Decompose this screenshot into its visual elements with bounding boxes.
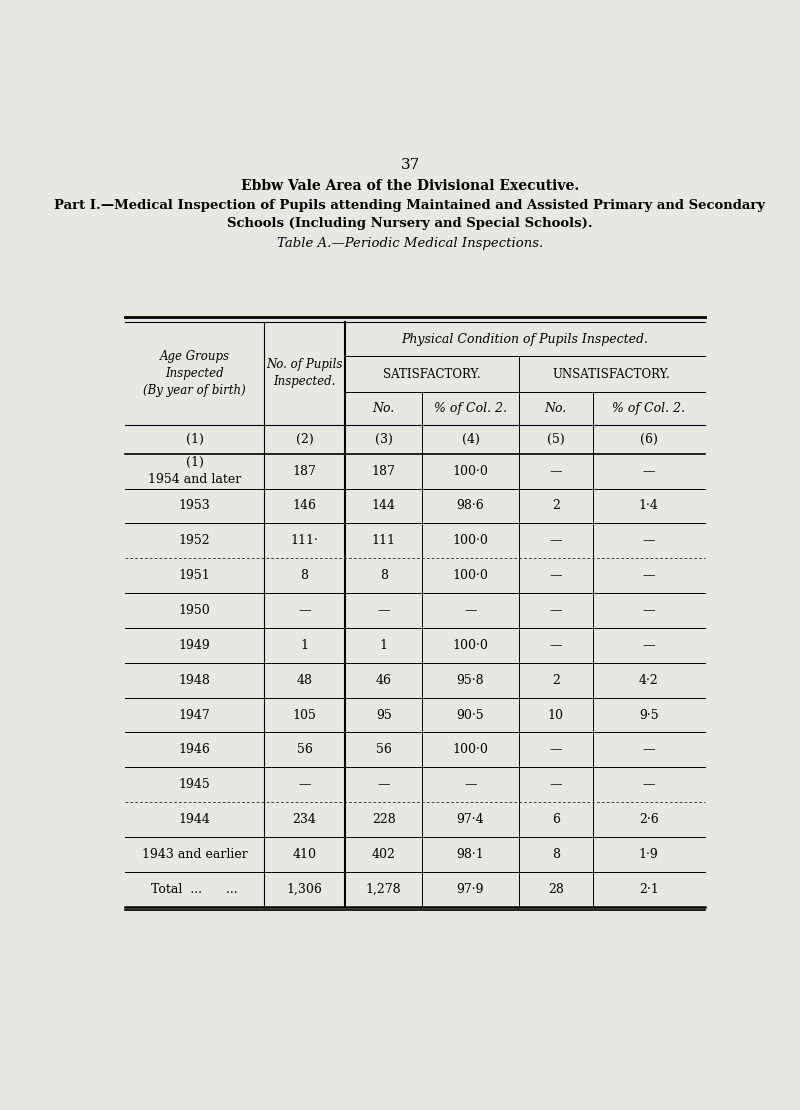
- Text: 111·: 111·: [290, 534, 318, 547]
- Text: (2): (2): [296, 433, 314, 446]
- Text: No. of Pupils
Inspected.: No. of Pupils Inspected.: [266, 359, 342, 388]
- Text: 111: 111: [372, 534, 396, 547]
- Text: —: —: [378, 604, 390, 617]
- Text: 1946: 1946: [178, 744, 210, 756]
- Text: % of Col. 2.: % of Col. 2.: [612, 402, 686, 415]
- Text: (3): (3): [374, 433, 393, 446]
- Text: 1949: 1949: [178, 639, 210, 652]
- Text: Physical Condition of Pupils Inspected.: Physical Condition of Pupils Inspected.: [402, 333, 648, 345]
- Text: 228: 228: [372, 814, 395, 826]
- Text: 1944: 1944: [178, 814, 210, 826]
- Text: 95: 95: [376, 708, 391, 722]
- Text: 105: 105: [293, 708, 317, 722]
- Text: 2: 2: [552, 500, 560, 513]
- Text: % of Col. 2.: % of Col. 2.: [434, 402, 507, 415]
- Text: 1953: 1953: [178, 500, 210, 513]
- Text: 1951: 1951: [178, 569, 210, 582]
- Text: 144: 144: [372, 500, 396, 513]
- Text: (1)
1954 and later: (1) 1954 and later: [148, 456, 241, 486]
- Text: 8: 8: [552, 848, 560, 861]
- Text: —: —: [642, 534, 655, 547]
- Text: 1943 and earlier: 1943 and earlier: [142, 848, 247, 861]
- Text: 1948: 1948: [178, 674, 210, 687]
- Text: —: —: [642, 744, 655, 756]
- Text: 6: 6: [552, 814, 560, 826]
- Text: (6): (6): [640, 433, 658, 446]
- Text: No.: No.: [545, 402, 567, 415]
- Text: —: —: [550, 569, 562, 582]
- Text: —: —: [642, 569, 655, 582]
- Text: Part I.—Medical Inspection of Pupils attending Maintained and Assisted Primary a: Part I.—Medical Inspection of Pupils att…: [54, 200, 766, 212]
- Text: 8: 8: [380, 569, 388, 582]
- Text: —: —: [642, 465, 655, 477]
- Text: 9·5: 9·5: [639, 708, 658, 722]
- Text: —: —: [642, 778, 655, 791]
- Text: 1,278: 1,278: [366, 882, 402, 896]
- Text: Table A.—Periodic Medical Inspections.: Table A.—Periodic Medical Inspections.: [277, 236, 543, 250]
- Text: 410: 410: [293, 848, 317, 861]
- Text: (4): (4): [462, 433, 479, 446]
- Text: 46: 46: [376, 674, 392, 687]
- Text: —: —: [642, 604, 655, 617]
- Text: Ebbw Vale Area of the Divisional Executive.: Ebbw Vale Area of the Divisional Executi…: [241, 179, 579, 193]
- Text: Total  ...      ...: Total ... ...: [151, 882, 238, 896]
- Text: SATISFACTORY.: SATISFACTORY.: [383, 367, 481, 381]
- Text: —: —: [550, 604, 562, 617]
- Text: 1,306: 1,306: [286, 882, 322, 896]
- Text: 1947: 1947: [178, 708, 210, 722]
- Text: —: —: [550, 465, 562, 477]
- Text: 1·9: 1·9: [639, 848, 658, 861]
- Text: —: —: [550, 639, 562, 652]
- Text: —: —: [298, 604, 311, 617]
- Text: 10: 10: [548, 708, 564, 722]
- Text: 1945: 1945: [178, 778, 210, 791]
- Text: 56: 56: [376, 744, 391, 756]
- Text: —: —: [550, 778, 562, 791]
- Text: 97·9: 97·9: [457, 882, 484, 896]
- Text: 8: 8: [301, 569, 309, 582]
- Text: 2·1: 2·1: [639, 882, 658, 896]
- Text: 95·8: 95·8: [457, 674, 484, 687]
- Text: Schools (Including Nursery and Special Schools).: Schools (Including Nursery and Special S…: [227, 218, 593, 230]
- Text: —: —: [642, 639, 655, 652]
- Text: 100·0: 100·0: [453, 639, 488, 652]
- Text: 100·0: 100·0: [453, 534, 488, 547]
- Text: 37: 37: [400, 158, 420, 172]
- Text: 100·0: 100·0: [453, 744, 488, 756]
- Text: 146: 146: [293, 500, 317, 513]
- Text: 100·0: 100·0: [453, 569, 488, 582]
- Text: (1): (1): [186, 433, 203, 446]
- Text: 187: 187: [372, 465, 395, 477]
- Text: 97·4: 97·4: [457, 814, 484, 826]
- Text: —: —: [550, 534, 562, 547]
- Text: 98·1: 98·1: [457, 848, 484, 861]
- Text: 2·6: 2·6: [639, 814, 658, 826]
- Text: (5): (5): [547, 433, 565, 446]
- Text: 1·4: 1·4: [638, 500, 658, 513]
- Text: 4·2: 4·2: [639, 674, 658, 687]
- Text: 100·0: 100·0: [453, 465, 488, 477]
- Text: 98·6: 98·6: [457, 500, 484, 513]
- Text: 187: 187: [293, 465, 317, 477]
- Text: 234: 234: [293, 814, 317, 826]
- Text: 1: 1: [380, 639, 388, 652]
- Text: 90·5: 90·5: [457, 708, 484, 722]
- Text: —: —: [464, 604, 477, 617]
- Text: —: —: [378, 778, 390, 791]
- Text: 1952: 1952: [178, 534, 210, 547]
- Text: 56: 56: [297, 744, 313, 756]
- Text: No.: No.: [373, 402, 394, 415]
- Text: 1: 1: [301, 639, 309, 652]
- Text: Age Groups
Inspected
(By year of birth): Age Groups Inspected (By year of birth): [143, 350, 246, 397]
- Text: 2: 2: [552, 674, 560, 687]
- Text: 28: 28: [548, 882, 564, 896]
- Text: —: —: [298, 778, 311, 791]
- Text: 48: 48: [297, 674, 313, 687]
- Text: —: —: [464, 778, 477, 791]
- Text: 1950: 1950: [178, 604, 210, 617]
- Text: 402: 402: [372, 848, 395, 861]
- Text: UNSATISFACTORY.: UNSATISFACTORY.: [553, 367, 670, 381]
- Text: —: —: [550, 744, 562, 756]
